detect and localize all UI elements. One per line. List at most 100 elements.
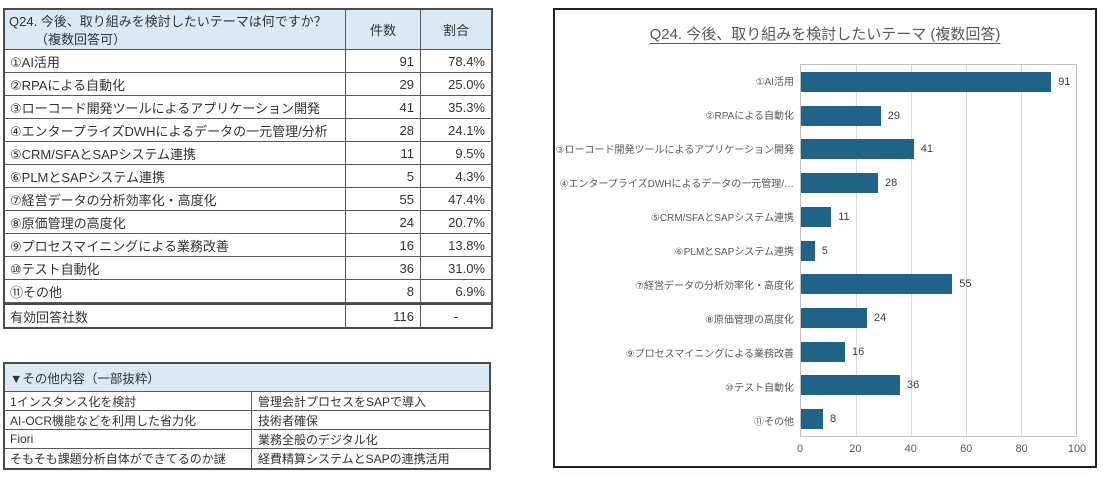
row-label: ①AI活用 — [10, 54, 60, 70]
table-row: ⑤CRM/SFAとSAPシステム連携 11 9.5% — [5, 142, 491, 165]
value-label: 91 — [1058, 75, 1071, 88]
row-ratio: 20.7% — [420, 211, 491, 233]
category-label: ⑪その他 — [754, 416, 794, 428]
table-row: ⑦経営データの分析効率化・高度化 55 47.4% — [5, 188, 491, 211]
table-row: AI-OCR機能などを利用した省力化 技術者確保 — [5, 411, 489, 430]
row-count: 55 — [345, 188, 420, 210]
x-axis: 0 20 40 60 80 100 — [796, 443, 1086, 459]
x-tick-label: 80 — [1015, 443, 1028, 455]
bar — [801, 105, 881, 126]
other-content-table: ▼その他内容（一部抜粋） 1インスタンス化を検討 管理会計プロセスをSAPで導入… — [3, 362, 491, 470]
row-ratio: 6.9% — [420, 280, 491, 302]
row-label: ⑦経営データの分析効率化・高度化 — [10, 192, 217, 208]
row-ratio: 35.3% — [420, 96, 491, 118]
row-count: 5 — [345, 165, 420, 187]
row-label: ③ローコード開発ツールによるアプリケーション開発 — [10, 100, 321, 116]
row-ratio: 78.4% — [420, 50, 491, 72]
bar-row: 28 — [801, 166, 1076, 200]
value-label: 41 — [920, 143, 933, 156]
column-header-count: 件数 — [345, 10, 420, 49]
value-label: 11 — [838, 210, 850, 223]
value-label: 55 — [959, 278, 972, 291]
bar-row: 8 — [801, 402, 1076, 436]
row-ratio: 9.5% — [420, 142, 491, 164]
table-row: ⑥PLMとSAPシステム連携 5 4.3% — [5, 165, 491, 188]
table-row: ⑪その他 8 6.9% — [5, 280, 491, 303]
row-count: 28 — [345, 119, 420, 141]
bar-row: 41 — [801, 132, 1076, 166]
bar-row: 5 — [801, 234, 1076, 268]
category-label: ⑦経営データの分析効率化・高度化 — [635, 280, 794, 292]
bar — [801, 274, 953, 295]
bar-row: 55 — [801, 267, 1076, 301]
column-header-ratio: 割合 — [420, 10, 491, 49]
bar — [801, 308, 867, 328]
value-label: 24 — [874, 312, 887, 324]
other-item: 業務全般のデジタル化 — [258, 432, 378, 447]
x-tick-label: 60 — [960, 443, 973, 455]
results-table-header: Q24. 今後、取り組みを検討したいテーマは何ですか？ （複数回答可） 件数 割… — [5, 10, 491, 50]
x-tick-label: 20 — [849, 443, 862, 455]
value-label: 29 — [887, 109, 900, 122]
value-label: 36 — [907, 379, 920, 392]
category-axis: ①AI活用 ②RPAによる自動化 ③ローコード開発ツールによるアプリケーション開… — [555, 64, 795, 437]
bar — [801, 173, 878, 194]
bar-row: 16 — [801, 335, 1076, 369]
total-ratio: - — [420, 305, 491, 327]
bar-row: 91 — [801, 65, 1076, 99]
gridline — [856, 65, 857, 436]
row-ratio: 31.0% — [420, 257, 491, 279]
bar-series: 91 29 41 28 11 — [801, 65, 1076, 436]
row-ratio: 24.1% — [420, 119, 491, 141]
gridline — [966, 65, 967, 436]
table-row: Fiori 業務全般のデジタル化 — [5, 430, 489, 449]
row-label: ④エンタープライズDWHによるデータの一元管理/分析 — [10, 123, 328, 139]
table-row: ④エンタープライズDWHによるデータの一元管理/分析 28 24.1% — [5, 119, 491, 142]
other-item: Fiori — [5, 430, 252, 448]
bar — [801, 206, 832, 227]
chart-title: Q24. 今後、取り組みを検討したいテーマ (複数回答) — [649, 26, 1001, 43]
value-label: 5 — [821, 244, 828, 257]
bar-row: 24 — [801, 301, 1076, 335]
row-label: ⑧原価管理の高度化 — [10, 215, 126, 231]
table-row: ⑨プロセスマイニングによる業務改善 16 13.8% — [5, 234, 491, 257]
category-label: ⑩テスト自動化 — [725, 382, 794, 394]
table-row: ①AI活用 91 78.4% — [5, 50, 491, 73]
row-count: 11 — [345, 142, 420, 164]
row-count: 16 — [345, 234, 420, 256]
row-label: ⑥PLMとSAPシステム連携 — [10, 169, 166, 185]
x-tick-label: 0 — [796, 443, 804, 455]
row-count: 29 — [345, 73, 420, 95]
row-ratio: 4.3% — [420, 165, 491, 187]
category-label: ⑤CRM/SFAとSAPシステム連携 — [650, 213, 794, 225]
row-ratio: 47.4% — [420, 188, 491, 210]
row-count: 24 — [345, 211, 420, 233]
row-ratio: 13.8% — [420, 234, 491, 256]
value-label: 16 — [852, 345, 865, 358]
value-label: 8 — [830, 413, 837, 426]
bar-row: 29 — [801, 99, 1076, 133]
bar — [801, 341, 845, 362]
table-row: ⑧原価管理の高度化 24 20.7% — [5, 211, 491, 234]
other-item: 1インスタンス化を検討 — [5, 392, 252, 410]
x-tick-label: 100 — [1067, 443, 1087, 455]
plot-area: 91 29 41 28 11 — [800, 64, 1077, 437]
gridline — [911, 65, 912, 436]
category-label: ③ローコード開発ツールによるアプリケーション開発 — [555, 145, 794, 157]
category-label: ②RPAによる自動化 — [705, 111, 794, 123]
bar — [801, 375, 900, 396]
row-count: 8 — [345, 280, 420, 302]
table-row: ⑩テスト自動化 36 31.0% — [5, 257, 491, 280]
category-label: ⑨プロセスマイニングによる業務改善 — [625, 348, 794, 360]
category-label: ⑧原価管理の高度化 — [705, 314, 794, 326]
row-count: 91 — [345, 50, 420, 72]
category-label: ①AI活用 — [755, 77, 794, 89]
gridline — [1021, 65, 1022, 436]
total-row: 有効回答社数 116 - — [5, 303, 491, 327]
bar-row: 11 — [801, 200, 1076, 234]
row-count: 41 — [345, 96, 420, 118]
other-item: そもそも課題分析自体ができてるのか謎 — [5, 449, 252, 468]
bar — [801, 240, 815, 261]
bar — [801, 71, 1052, 92]
